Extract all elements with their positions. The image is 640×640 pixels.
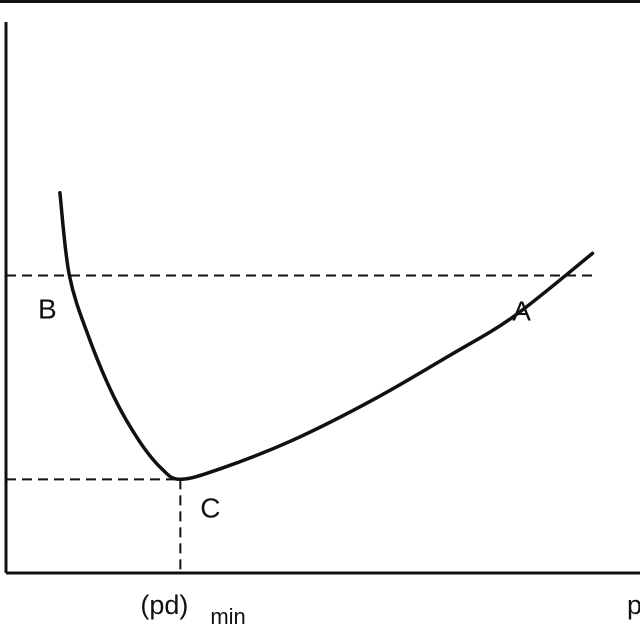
x-axis-label: p xyxy=(627,590,640,620)
point-label-B: B xyxy=(38,293,57,324)
point-label-A: A xyxy=(512,295,531,326)
point-label-C: C xyxy=(200,492,220,523)
x-tick-label-min-subscript: min xyxy=(210,604,245,629)
series-curve-line xyxy=(58,191,595,482)
x-tick-label-pd: (pd) xyxy=(140,590,188,620)
